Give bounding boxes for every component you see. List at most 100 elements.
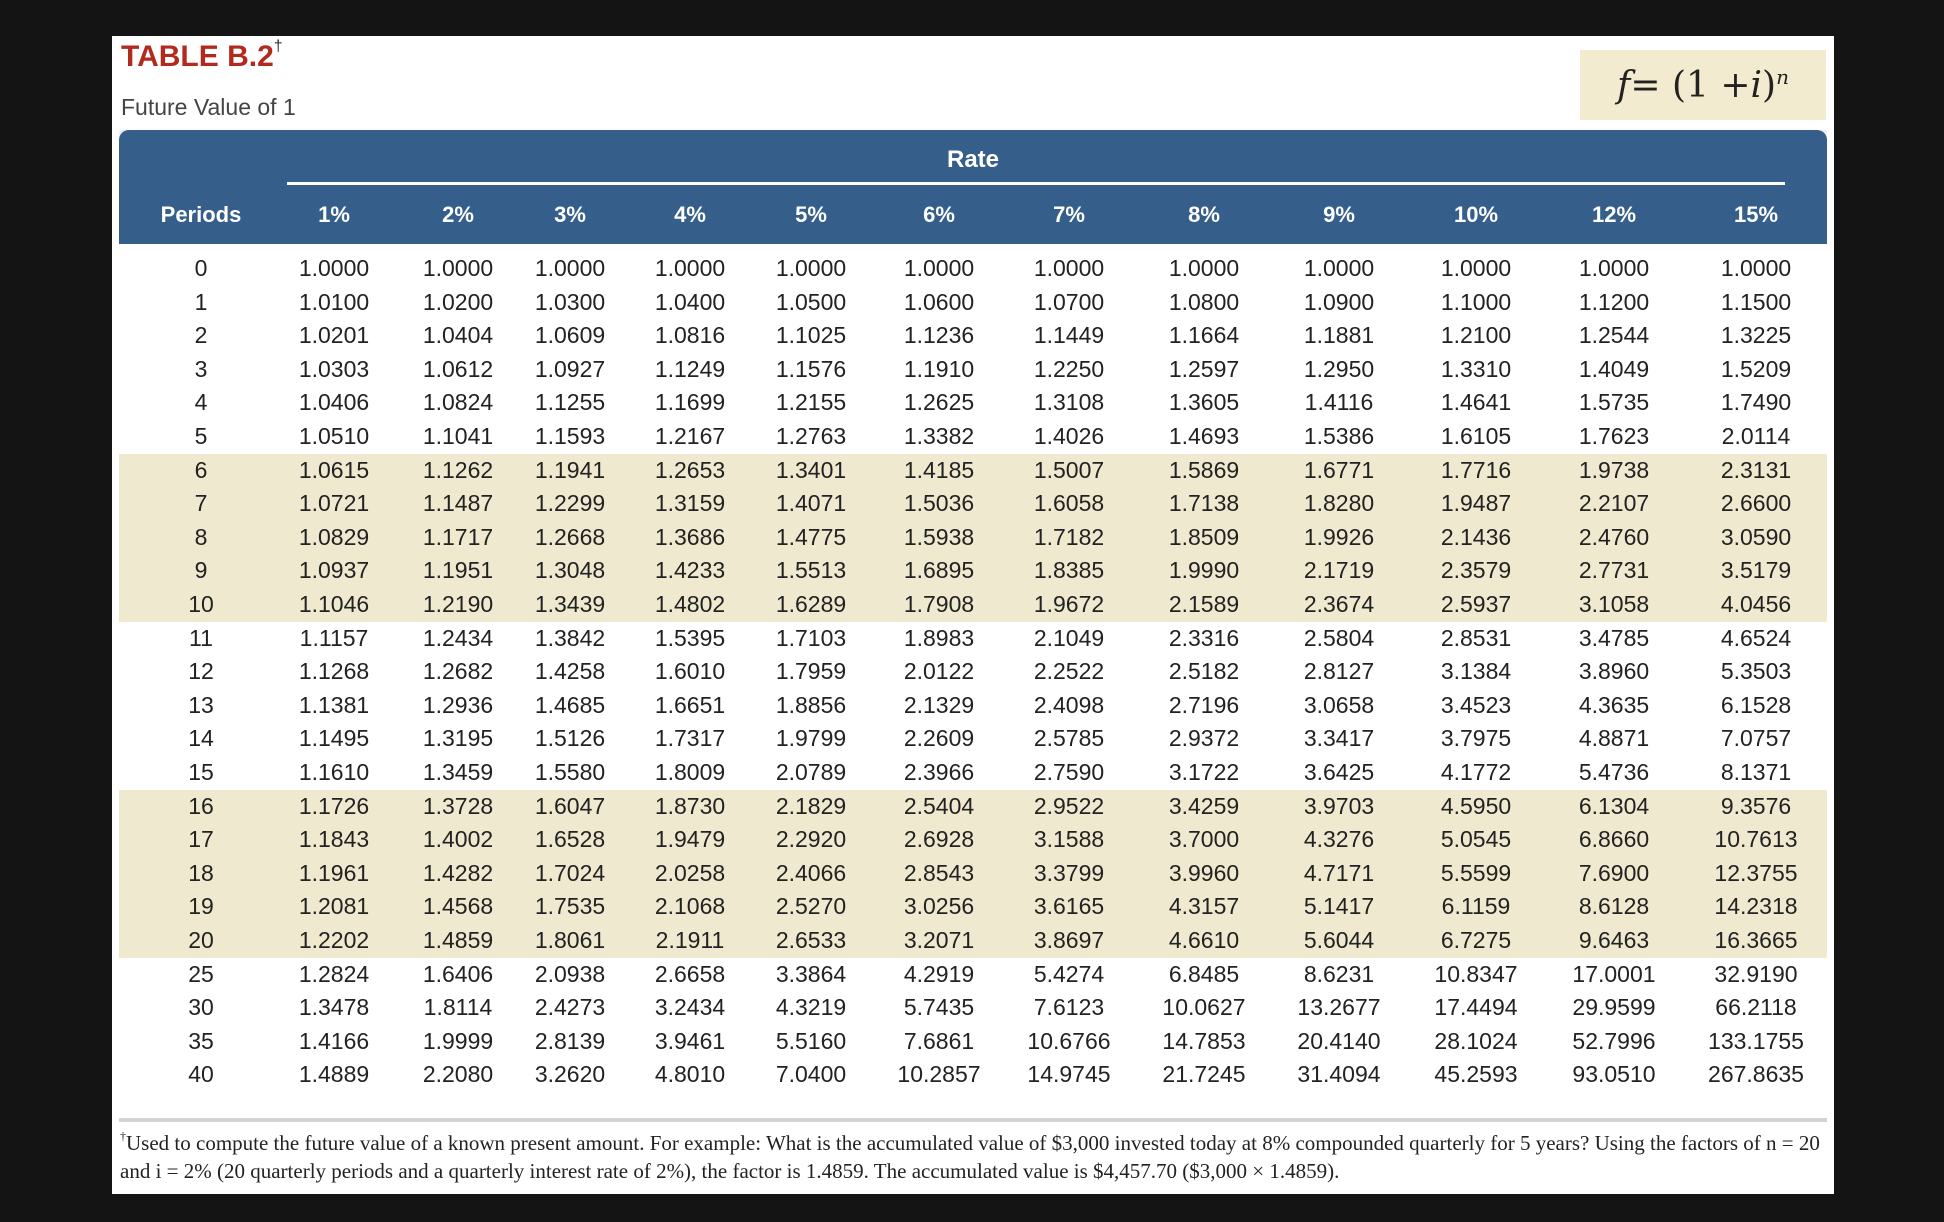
factor-cell: 5.4274 [1033,960,1105,987]
factor-cell: 1.1843 [298,826,370,853]
factor-cell: 1.6651 [654,691,726,718]
factor-cell: 1.3605 [1168,389,1240,416]
factor-cell: 1.4002 [422,826,494,853]
factor-cell: 2.3131 [1720,456,1792,483]
header-rate: 15% [1733,202,1779,227]
factor-cell: 1.5007 [1033,456,1105,483]
period-cell: 1 [194,288,208,315]
factor-cell: 2.8543 [903,859,975,886]
factor-cell: 2.2609 [903,725,975,752]
factor-cell: 1.8009 [654,759,726,785]
factor-cell: 4.7171 [1303,859,1375,886]
factor-cell: 1.1262 [422,456,494,483]
factor-cell: 3.6425 [1303,759,1375,785]
table-row: 11 1.1157 1.2434 1.3842 1.5395 1.7103 1.8983 2.… [119,622,1827,656]
factor-cell: 3.3799 [1033,859,1105,886]
factor-cell: 1.0609 [534,322,606,349]
factor-cell: 1.7535 [534,893,606,920]
factor-cell: 1.6289 [775,591,847,617]
factor-cell: 1.1200 [1578,288,1650,315]
factor-cell: 1.5036 [903,490,975,517]
period-cell: 14 [188,725,214,752]
factor-cell: 9.3576 [1720,792,1792,819]
factor-cell: 1.7959 [775,658,847,685]
footnote: †Used to compute the future value of a k… [120,1124,1830,1185]
factor-cell: 4.8871 [1578,725,1650,752]
factor-cell: 1.8061 [534,927,606,953]
factor-cell: 1.9990 [1168,557,1240,584]
factor-cell: 5.1417 [1303,893,1375,920]
factor-cell: 1.0600 [903,288,975,315]
factor-cell: 1.1961 [298,859,370,886]
factor-cell: 2.2920 [775,826,847,853]
factor-cell: 1.1025 [775,322,847,349]
period-cell: 19 [188,893,214,920]
factor-cell: 1.3478 [298,994,370,1021]
factor-cell: 1.2100 [1440,322,1512,349]
factor-cell: 2.9372 [1168,725,1240,752]
factor-cell: 1.8385 [1033,557,1105,584]
factor-cell: 1.1910 [903,355,975,382]
factor-cell: 2.0938 [534,960,606,987]
factor-cell: 17.0001 [1572,960,1656,987]
period-cell: 6 [194,456,208,483]
factor-cell: 1.2155 [775,389,847,416]
factor-cell: 1.0000 [422,255,494,281]
factor-cell: 2.4066 [775,859,847,886]
header-rate: 5% [795,202,827,227]
table-row: 19 1.2081 1.4568 1.7535 2.1068 2.5270 3.0256 3.… [119,890,1827,924]
factor-cell: 2.8139 [534,1027,606,1054]
factor-cell: 1.1593 [534,423,606,449]
factor-cell: 2.9522 [1033,792,1105,819]
factor-cell: 2.5270 [775,893,847,920]
factor-cell: 2.5785 [1033,725,1105,752]
factor-cell: 3.1588 [1033,826,1105,853]
factor-cell: 1.0937 [298,557,370,584]
factor-cell: 1.2682 [422,658,494,685]
factor-cell: 1.4116 [1304,389,1374,416]
header-rate: 2% [442,202,474,227]
table-row: 40 1.4889 2.2080 3.2620 4.8010 7.0400 10.2857 1… [119,1058,1827,1092]
table-row: 25 1.2824 1.6406 2.0938 2.6658 3.3864 4.2919 5.… [119,958,1827,992]
factor-cell: 32.9190 [1714,960,1798,987]
factor-cell: 1.0000 [1720,255,1792,281]
period-cell: 15 [188,759,214,785]
factor-cell: 1.0829 [298,523,370,550]
factor-cell: 3.9461 [654,1027,726,1054]
factor-cell: 1.4258 [534,658,606,685]
factor-cell: 12.3755 [1714,859,1798,886]
factor-cell: 1.5395 [654,624,726,651]
factor-cell: 3.8960 [1578,658,1650,685]
table-row: 15 1.1610 1.3459 1.5580 1.8009 2.0789 2.3966 2.… [119,756,1827,790]
factor-cell: 28.1024 [1434,1027,1518,1054]
factor-cell: 1.7138 [1168,490,1240,517]
factor-cell: 1.3382 [903,423,975,449]
factor-cell: 3.1384 [1440,658,1512,685]
table-row: 35 1.4166 1.9999 2.8139 3.9461 5.5160 7.6861 10… [119,1025,1827,1059]
factor-cell: 1.0000 [1033,255,1105,281]
factor-cell: 1.0000 [298,255,370,281]
factor-cell: 4.1772 [1440,759,1512,785]
factor-cell: 10.0627 [1162,994,1246,1021]
period-cell: 7 [194,490,208,517]
factor-cell: 1.0000 [1168,255,1240,281]
table-title: TABLE B.2† [121,38,283,73]
factor-cell: 10.7613 [1714,826,1798,853]
table-row: 13 1.1381 1.2936 1.4685 1.6651 1.8856 2.1329 2.… [119,689,1827,723]
factor-cell: 9.6463 [1578,927,1650,953]
factor-cell: 1.6105 [1440,423,1512,449]
factor-cell: 3.4523 [1440,691,1512,718]
table-row: 18 1.1961 1.4282 1.7024 2.0258 2.4066 2.8543 3.… [119,857,1827,891]
factor-cell: 1.3225 [1720,322,1792,349]
factor-cell: 1.3401 [775,456,847,483]
factor-cell: 2.5804 [1303,624,1375,651]
table-page: TABLE B.2† Future Value of 1 f = (1 + i)… [112,36,1834,1194]
factor-cell: 2.2522 [1033,658,1105,685]
factor-cell: 1.4859 [422,927,494,953]
period-cell: 20 [188,927,214,953]
factor-cell: 1.1664 [1168,322,1240,349]
factor-cell: 1.0900 [1303,288,1375,315]
factor-cell: 2.2107 [1578,490,1650,517]
factor-cell: 1.1717 [422,523,494,550]
factor-cell: 1.7908 [903,591,975,617]
